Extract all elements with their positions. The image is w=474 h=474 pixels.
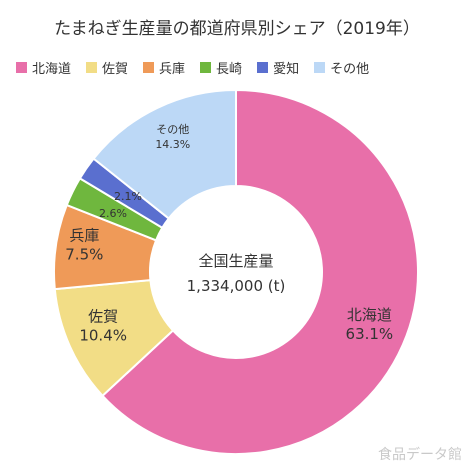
slice-value-label: 14.3% bbox=[155, 138, 190, 151]
slice-value-label: 7.5% bbox=[65, 245, 103, 263]
legend-item: 佐賀 bbox=[86, 58, 128, 77]
donut-slice bbox=[101, 88, 419, 455]
legend-label: 兵庫 bbox=[159, 62, 186, 77]
legend-label: その他 bbox=[330, 62, 370, 77]
legend-item: 愛知 bbox=[257, 58, 299, 77]
donut-slice bbox=[92, 88, 237, 220]
slice-value-label: 2.6% bbox=[99, 207, 127, 220]
center-value: 1,334,000 (t) bbox=[187, 277, 286, 295]
legend-swatch bbox=[314, 62, 326, 73]
slice-category-label: 佐賀 bbox=[88, 307, 118, 325]
chart-title: たまねぎ生産量の都道府県別シェア（2019年） bbox=[54, 19, 420, 39]
legend-item: 北海道 bbox=[16, 58, 71, 77]
legend-swatch bbox=[86, 62, 98, 73]
slice-value-label: 63.1% bbox=[346, 325, 394, 343]
legend-label: 愛知 bbox=[273, 62, 300, 77]
legend-label: 長崎 bbox=[216, 62, 243, 77]
legend-swatch bbox=[200, 62, 212, 73]
watermark-logo: 食品データ館 bbox=[378, 447, 462, 463]
legend-item: 兵庫 bbox=[143, 58, 185, 77]
slice-category-label: 兵庫 bbox=[69, 226, 99, 244]
legend-label: 北海道 bbox=[32, 62, 72, 77]
legend-item: その他 bbox=[314, 58, 369, 77]
legend-label: 佐賀 bbox=[102, 62, 129, 77]
legend-swatch bbox=[143, 62, 155, 73]
center-label: 全国生産量 bbox=[198, 252, 273, 270]
chart-legend: 北海道 佐賀 兵庫 長崎 愛知 その他 bbox=[16, 58, 466, 77]
legend-swatch bbox=[16, 62, 27, 73]
slice-value-label: 10.4% bbox=[79, 326, 127, 344]
slice-category-label: その他 bbox=[156, 123, 189, 136]
slice-category-label: 北海道 bbox=[347, 306, 392, 324]
slice-value-label: 2.1% bbox=[114, 190, 142, 203]
legend-swatch bbox=[257, 62, 269, 73]
legend-item: 長崎 bbox=[200, 58, 242, 77]
